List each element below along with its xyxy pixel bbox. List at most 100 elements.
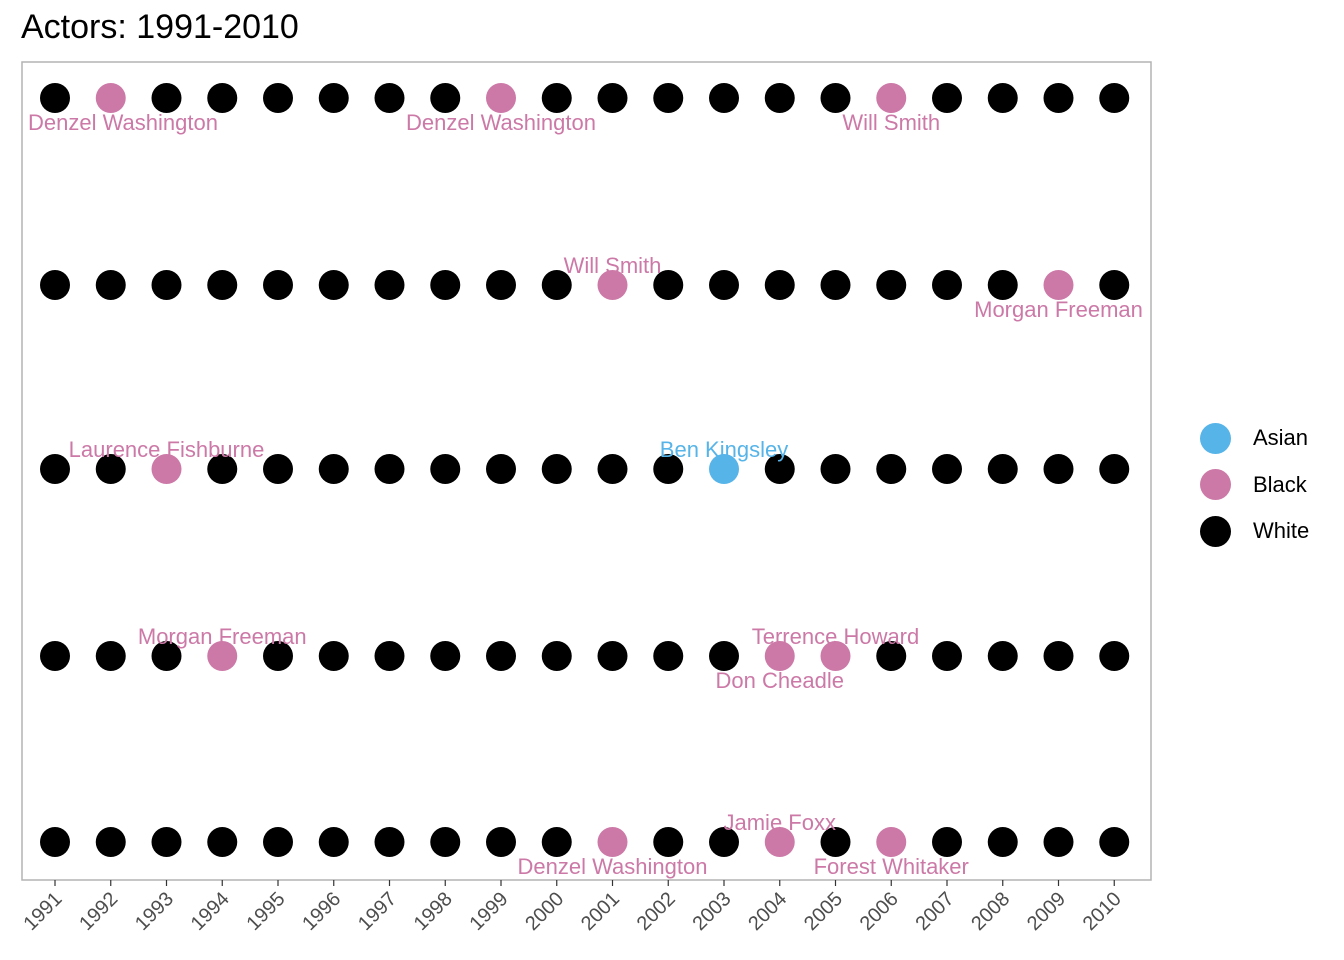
- name-label: Will Smith: [842, 110, 940, 135]
- dot-white: [820, 270, 851, 300]
- dot-white: [486, 827, 516, 857]
- legend-item-white: White: [1200, 508, 1309, 555]
- dot-white: [932, 641, 962, 671]
- labels-layer: Denzel Washington Denzel Washington Will S…: [28, 110, 1143, 879]
- dot-black: [876, 827, 907, 857]
- x-tick-label: 2010: [1079, 888, 1126, 935]
- dot-white: [207, 827, 238, 857]
- name-label: Morgan Freeman: [138, 624, 307, 649]
- dot-white: [40, 270, 70, 300]
- dot-white: [541, 641, 572, 671]
- dots-layer: [40, 83, 1130, 857]
- name-label: Don Cheadle: [716, 668, 844, 693]
- dot-white: [95, 270, 126, 300]
- dot-black: [597, 270, 628, 300]
- dot-white: [541, 827, 572, 857]
- dot-white: [318, 270, 349, 300]
- dot-white: [541, 83, 572, 113]
- name-label: Forest Whitaker: [814, 854, 969, 879]
- dot-white: [486, 641, 516, 671]
- dot-white: [1099, 270, 1130, 300]
- name-label: Morgan Freeman: [974, 297, 1143, 322]
- dot-white: [597, 454, 628, 484]
- dot-white: [1099, 454, 1130, 484]
- dot-white: [95, 641, 126, 671]
- dot-white: [987, 827, 1018, 857]
- dot-white: [709, 83, 739, 113]
- x-tick-label: 2005: [800, 888, 847, 935]
- dot-black: [95, 83, 126, 113]
- name-label: Terrence Howard: [752, 624, 920, 649]
- dot-white: [876, 641, 907, 671]
- x-tick-label: 2008: [967, 888, 1014, 935]
- dot-white: [430, 270, 461, 300]
- dot-black: [764, 827, 795, 857]
- dot-white: [486, 270, 516, 300]
- x-tick-label: 1996: [298, 888, 345, 935]
- dot-white: [764, 454, 795, 484]
- legend-swatch-asian: [1200, 422, 1231, 454]
- dot-white: [1043, 827, 1074, 857]
- x-tick-label: 1997: [354, 888, 401, 935]
- dot-white: [430, 83, 461, 113]
- dot-white: [263, 270, 293, 300]
- dot-white: [1043, 641, 1074, 671]
- dot-black: [764, 641, 795, 671]
- dot-white: [653, 827, 684, 857]
- x-tick-label: 1991: [20, 888, 67, 935]
- dot-white: [207, 270, 238, 300]
- dot-white: [318, 83, 349, 113]
- x-tick-label: 2009: [1023, 888, 1070, 935]
- dot-white: [932, 83, 962, 113]
- dot-white: [374, 641, 405, 671]
- dot-white: [207, 83, 238, 113]
- x-tick-label: 1994: [187, 888, 234, 935]
- x-tick-label: 2003: [689, 888, 736, 935]
- dot-black: [207, 641, 238, 671]
- dot-white: [318, 641, 349, 671]
- dot-white: [709, 827, 739, 857]
- x-tick-label: 1992: [75, 888, 122, 935]
- dot-black: [1043, 270, 1074, 300]
- dot-white: [263, 641, 293, 671]
- dot-white: [95, 454, 126, 484]
- dot-white: [541, 454, 572, 484]
- dot-white: [541, 270, 572, 300]
- legend-item-asian: Asian: [1200, 415, 1309, 462]
- dot-white: [764, 83, 795, 113]
- dot-white: [151, 83, 182, 113]
- legend-label-black: Black: [1253, 471, 1307, 497]
- dot-black: [820, 641, 851, 671]
- legend-swatch-white: [1200, 515, 1231, 547]
- legend-label-white: White: [1253, 518, 1310, 544]
- x-axis: 1991 1992 1993 1994 1995 1996 1997 1998 1999 2000…: [20, 880, 1126, 935]
- dot-white: [151, 827, 182, 857]
- dot-white: [1043, 83, 1074, 113]
- dot-white: [374, 270, 405, 300]
- dot-white: [374, 454, 405, 484]
- plot-panel: [21, 61, 1152, 881]
- dot-white: [1099, 83, 1130, 113]
- dot-white: [40, 454, 70, 484]
- name-label: Denzel Washington: [406, 110, 596, 135]
- dot-white: [486, 454, 516, 484]
- x-tick-label: 1999: [466, 888, 513, 935]
- dot-white: [876, 454, 907, 484]
- dot-white: [263, 827, 293, 857]
- dot-white: [151, 641, 182, 671]
- x-tick-label: 1998: [410, 888, 457, 935]
- name-label: Ben Kingsley: [660, 437, 788, 462]
- name-label: Denzel Washington: [28, 110, 218, 135]
- dot-white: [263, 83, 293, 113]
- dot-white: [653, 83, 684, 113]
- x-tick-label: 1993: [131, 888, 178, 935]
- dot-white: [40, 641, 70, 671]
- dot-white: [374, 83, 405, 113]
- dot-white: [318, 827, 349, 857]
- dot-white: [820, 83, 851, 113]
- dot-white: [430, 454, 461, 484]
- dot-white: [653, 270, 684, 300]
- dot-white: [653, 641, 684, 671]
- dot-black: [151, 454, 182, 484]
